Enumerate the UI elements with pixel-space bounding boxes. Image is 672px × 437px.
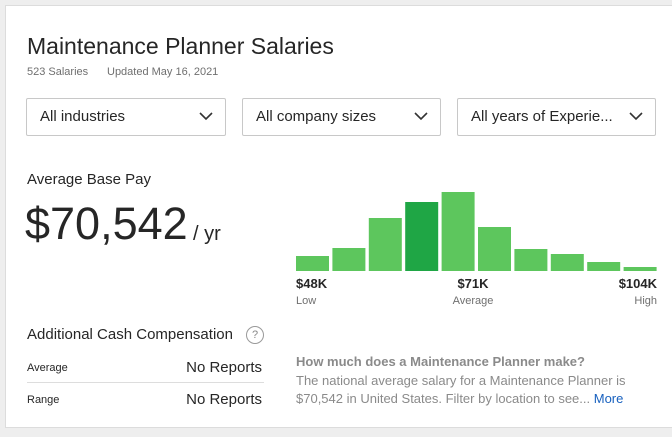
histogram-bar bbox=[296, 256, 329, 271]
chevron bbox=[629, 112, 643, 121]
low-label: Low bbox=[296, 295, 316, 307]
experience-filter[interactable]: All years of Experie... bbox=[457, 98, 656, 136]
filter-label: All industries bbox=[40, 108, 126, 125]
chevron bbox=[199, 112, 213, 121]
histogram-bar bbox=[405, 202, 439, 271]
row-value: No Reports bbox=[186, 391, 262, 408]
more-link[interactable]: More bbox=[593, 391, 624, 406]
histogram-bar bbox=[623, 267, 657, 271]
histogram: $48K Low $71K Average $104K High bbox=[296, 192, 658, 307]
faq-question: How much does a Maintenance Planner make… bbox=[296, 354, 585, 369]
histogram-bar bbox=[441, 192, 475, 271]
row-divider bbox=[27, 382, 264, 383]
base-pay-label: Average Base Pay bbox=[27, 171, 151, 188]
row-label: Range bbox=[27, 394, 60, 406]
histogram-bar bbox=[368, 218, 402, 271]
histogram-bar bbox=[332, 248, 366, 271]
filter-label: All company sizes bbox=[256, 108, 377, 125]
industry-filter[interactable]: All industries bbox=[26, 98, 226, 136]
title: Maintenance Planner Salaries bbox=[27, 33, 334, 59]
faq-answer-block: The national average salary for a Mainte… bbox=[296, 372, 646, 408]
average-label: Average bbox=[453, 295, 494, 307]
high-value: $104K bbox=[619, 276, 658, 291]
base-pay-amount: $70,542 bbox=[25, 198, 188, 249]
low-value: $48K bbox=[296, 276, 328, 291]
high-label: High bbox=[634, 295, 657, 307]
histogram-bar bbox=[514, 249, 548, 271]
size-filter[interactable]: All company sizes bbox=[242, 98, 441, 136]
histogram-bar bbox=[550, 254, 584, 271]
row-value: No Reports bbox=[186, 359, 262, 376]
chevron bbox=[414, 112, 428, 121]
histogram-bar bbox=[587, 262, 621, 271]
histogram-bar bbox=[478, 227, 511, 271]
updated-date: Updated May 16, 2021 bbox=[107, 66, 219, 78]
cash-title: Additional Cash Compensation bbox=[27, 326, 233, 343]
help-icon[interactable]: ? bbox=[246, 326, 264, 344]
salary-count: 523 Salaries bbox=[27, 66, 89, 78]
average-value: $71K bbox=[457, 276, 489, 291]
row-label: Average bbox=[27, 362, 68, 374]
faq-answer: The national average salary for a Mainte… bbox=[296, 373, 626, 406]
base-pay-unit: / yr bbox=[193, 223, 221, 245]
filter-label: All years of Experie... bbox=[471, 108, 613, 125]
salary-card: Maintenance Planner Salaries 523 Salarie… bbox=[5, 5, 672, 428]
